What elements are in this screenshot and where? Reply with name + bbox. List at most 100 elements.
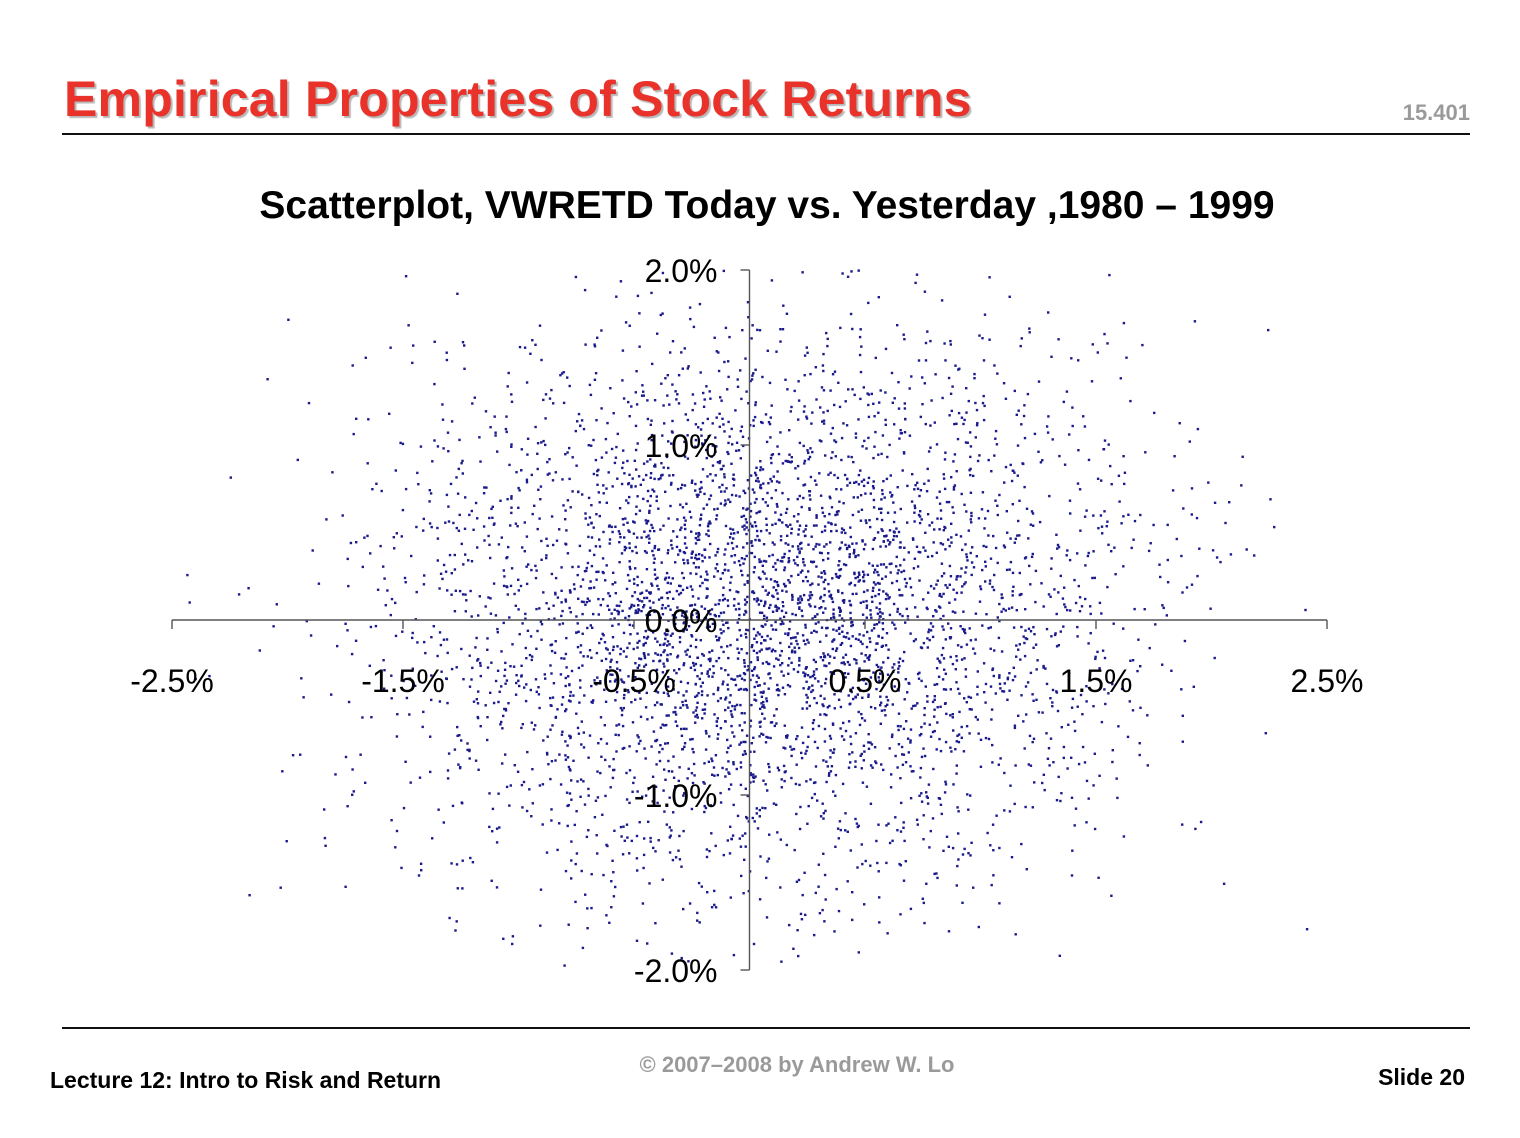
data-point — [857, 571, 861, 574]
data-point — [878, 668, 882, 671]
data-point — [1101, 649, 1105, 652]
data-point — [1093, 752, 1096, 755]
data-point — [461, 593, 465, 596]
data-point — [912, 704, 915, 708]
data-point — [567, 699, 571, 702]
data-point — [394, 846, 397, 849]
data-point — [907, 751, 910, 754]
data-point — [872, 538, 875, 541]
data-point — [959, 535, 963, 538]
data-point — [766, 789, 769, 792]
data-point — [331, 471, 334, 474]
data-point — [1014, 537, 1017, 540]
data-point — [858, 667, 861, 670]
data-point — [754, 401, 757, 404]
data-point — [832, 672, 836, 675]
data-point — [1103, 439, 1107, 442]
data-point — [765, 735, 768, 739]
data-point — [642, 643, 645, 646]
data-point — [1122, 455, 1125, 458]
data-point — [611, 859, 614, 862]
data-point — [717, 656, 721, 660]
data-point — [854, 436, 858, 439]
data-point — [634, 567, 637, 570]
data-point — [729, 744, 732, 747]
data-point — [539, 888, 543, 891]
data-point — [709, 522, 712, 525]
data-point — [610, 612, 613, 615]
data-point — [649, 504, 652, 507]
data-point — [701, 468, 705, 471]
data-point — [402, 806, 406, 810]
data-point — [660, 703, 663, 706]
data-point — [575, 615, 578, 618]
data-point — [774, 620, 777, 624]
data-point — [716, 461, 720, 464]
data-point — [758, 684, 761, 687]
footer-rule — [62, 1027, 1470, 1029]
data-point — [642, 497, 645, 501]
data-point — [826, 344, 829, 348]
data-point — [676, 654, 680, 657]
data-point — [727, 626, 730, 630]
data-point — [699, 371, 702, 374]
data-point — [866, 656, 869, 660]
data-point — [741, 329, 744, 332]
data-point — [922, 641, 926, 645]
data-point — [771, 553, 774, 557]
data-point — [634, 676, 637, 679]
data-point — [688, 510, 692, 513]
data-point — [645, 535, 648, 539]
data-point — [1024, 629, 1027, 632]
data-point — [1069, 512, 1072, 515]
data-point — [796, 497, 799, 501]
data-point — [951, 716, 954, 719]
data-point — [560, 703, 564, 706]
data-point — [551, 696, 555, 699]
data-point — [1092, 514, 1095, 517]
data-point — [666, 374, 669, 377]
data-point — [460, 801, 463, 804]
data-point — [835, 510, 839, 514]
data-point — [869, 613, 872, 616]
data-point — [993, 454, 996, 457]
data-point — [680, 865, 683, 868]
data-point — [662, 524, 665, 527]
data-point — [767, 421, 771, 424]
data-point — [882, 540, 885, 543]
data-point — [621, 349, 625, 352]
data-point — [524, 646, 527, 650]
data-point — [564, 598, 567, 602]
data-point — [651, 526, 654, 529]
data-point — [656, 801, 659, 805]
data-point — [438, 700, 442, 703]
data-point — [756, 598, 760, 602]
data-point — [1128, 700, 1131, 703]
data-point — [970, 561, 974, 564]
data-point — [492, 582, 496, 585]
data-point — [983, 313, 987, 316]
data-point — [1185, 586, 1189, 589]
data-point — [1097, 876, 1100, 879]
data-point — [754, 538, 757, 542]
data-point — [739, 563, 742, 567]
data-point — [642, 853, 646, 857]
data-point — [803, 483, 807, 486]
data-point — [695, 694, 699, 697]
data-point — [561, 730, 564, 733]
data-point — [354, 639, 358, 642]
data-point — [947, 500, 951, 504]
data-point — [1036, 659, 1039, 662]
data-point — [548, 458, 551, 461]
data-point — [476, 715, 479, 719]
data-point — [611, 485, 614, 488]
data-point — [1092, 705, 1095, 708]
data-point — [860, 712, 863, 716]
data-point — [764, 783, 767, 786]
data-point — [720, 490, 723, 493]
data-point — [568, 683, 571, 687]
data-point — [849, 735, 852, 738]
data-point — [631, 721, 635, 724]
data-point — [617, 723, 621, 726]
data-point — [823, 727, 827, 731]
